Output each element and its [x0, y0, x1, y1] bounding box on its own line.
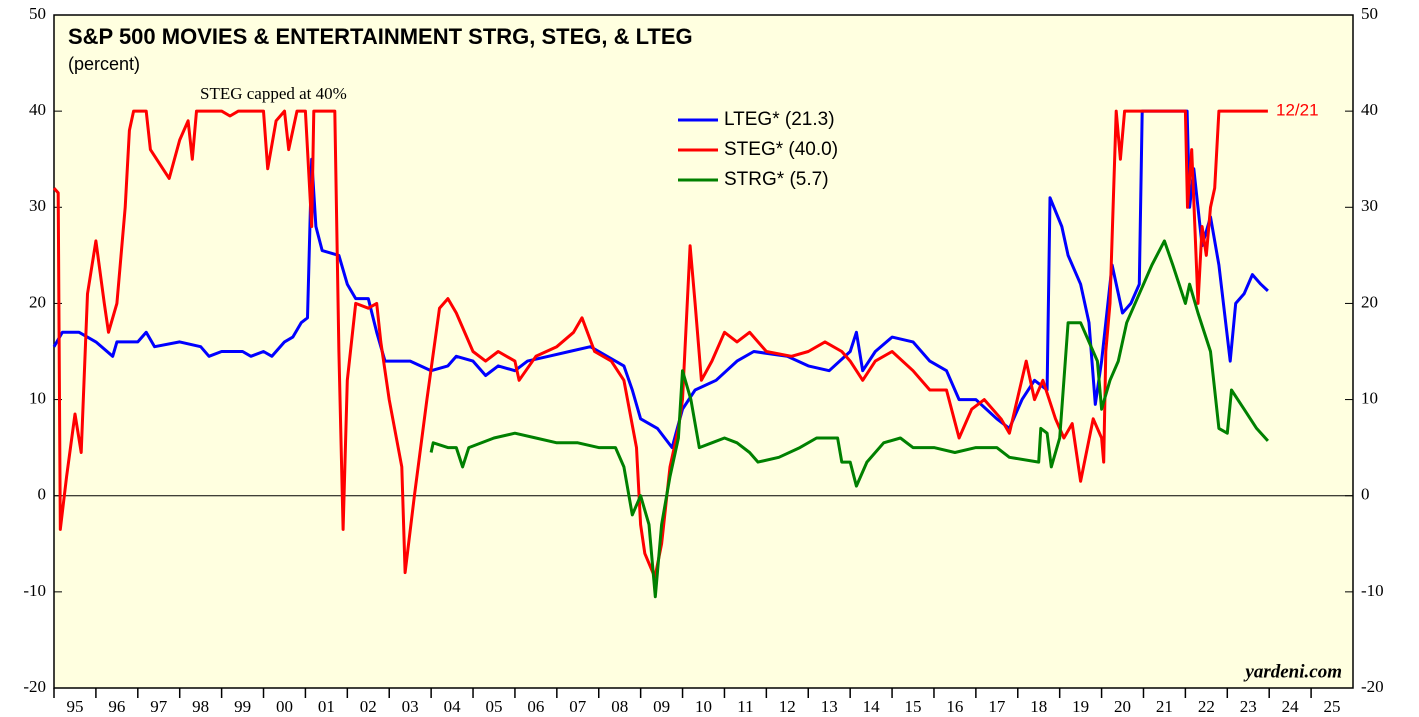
- y-tick-label: -10: [23, 581, 46, 600]
- y2-tick-label: 20: [1361, 292, 1378, 311]
- x-tick-label: 99: [234, 697, 251, 716]
- chart-subtitle: (percent): [68, 54, 140, 74]
- series-line: [52, 109, 1269, 450]
- x-tick-label: 13: [821, 697, 838, 716]
- x-tick-label: 09: [653, 697, 670, 716]
- series-line: [429, 239, 1270, 599]
- x-tick-label: 08: [611, 697, 628, 716]
- y2-tick-label: 10: [1361, 388, 1378, 407]
- x-tick-label: 21: [1156, 697, 1173, 716]
- x-tick-label: 06: [527, 697, 544, 716]
- x-tick-label: 05: [485, 697, 502, 716]
- x-tick-label: 97: [150, 697, 168, 716]
- y2-tick-label: 0: [1361, 485, 1370, 504]
- x-tick-label: 11: [737, 697, 753, 716]
- x-tick-label: 95: [66, 697, 83, 716]
- x-tick-label: 19: [1072, 697, 1089, 716]
- x-tick-label: 25: [1324, 697, 1341, 716]
- x-tick-label: 15: [905, 697, 922, 716]
- source: yardeni.com: [1243, 661, 1342, 682]
- y-tick-label: 50: [29, 4, 46, 23]
- y-tick-label: -20: [23, 677, 46, 696]
- y2-tick-label: -20: [1361, 677, 1384, 696]
- y2-tick-label: 50: [1361, 4, 1378, 23]
- annotation: STEG capped at 40%: [200, 84, 347, 103]
- y-tick-label: 0: [38, 485, 47, 504]
- y-tick-label: 40: [29, 100, 46, 119]
- y2-tick-label: 30: [1361, 196, 1378, 215]
- x-tick-label: 20: [1114, 697, 1131, 716]
- x-tick-label: 01: [318, 697, 335, 716]
- x-tick-label: 04: [444, 697, 462, 716]
- x-tick-label: 07: [569, 697, 587, 716]
- annotation: 12/21: [1276, 100, 1319, 119]
- y-tick-label: 30: [29, 196, 46, 215]
- y-tick-label: 10: [29, 388, 46, 407]
- plot-area: [53, 14, 1354, 689]
- legend-label: LTEG* (21.3): [724, 109, 835, 130]
- x-tick-label: 24: [1282, 697, 1300, 716]
- x-tick-label: 22: [1198, 697, 1215, 716]
- x-tick-label: 12: [779, 697, 796, 716]
- x-tick-label: 23: [1240, 697, 1257, 716]
- x-tick-label: 02: [360, 697, 377, 716]
- x-tick-label: 10: [695, 697, 712, 716]
- y2-tick-label: 40: [1361, 100, 1378, 119]
- chart-title: S&P 500 MOVIES & ENTERTAINMENT STRG, STE…: [68, 24, 693, 49]
- x-tick-label: 96: [108, 697, 125, 716]
- y-tick-label: 20: [29, 292, 46, 311]
- x-tick-label: 14: [863, 697, 881, 716]
- series-line: [52, 109, 1268, 579]
- x-tick-label: 03: [402, 697, 419, 716]
- legend-label: STEG* (40.0): [724, 139, 838, 160]
- x-tick-label: 17: [988, 697, 1006, 716]
- legend-label: STRG* (5.7): [724, 169, 829, 190]
- x-tick-label: 00: [276, 697, 293, 716]
- x-tick-label: 18: [1030, 697, 1047, 716]
- x-tick-label: 16: [946, 697, 963, 716]
- x-tick-label: 98: [192, 697, 209, 716]
- y2-tick-label: -10: [1361, 581, 1384, 600]
